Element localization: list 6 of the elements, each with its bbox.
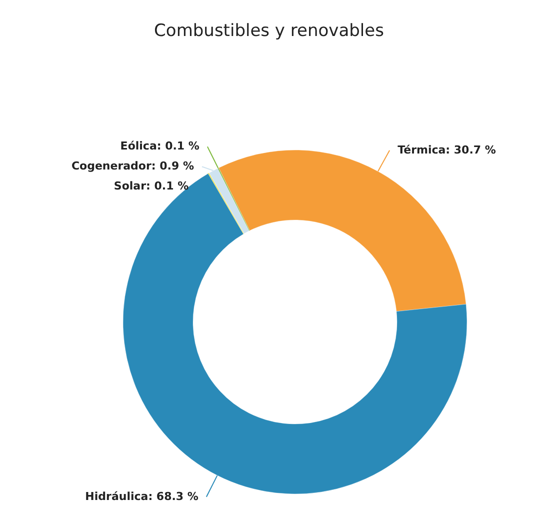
slice-label: Hidráulica: 68.3 %	[85, 490, 198, 503]
slice-label: Cogenerador: 0.9 %	[71, 160, 194, 173]
slice-label: Térmica: 30.7 %	[398, 143, 496, 156]
slice-label: Eólica: 0.1 %	[120, 140, 200, 153]
legend-label: Solar: 0.1 %	[114, 180, 189, 193]
chart-title: Combustibles y renovables	[154, 21, 384, 41]
